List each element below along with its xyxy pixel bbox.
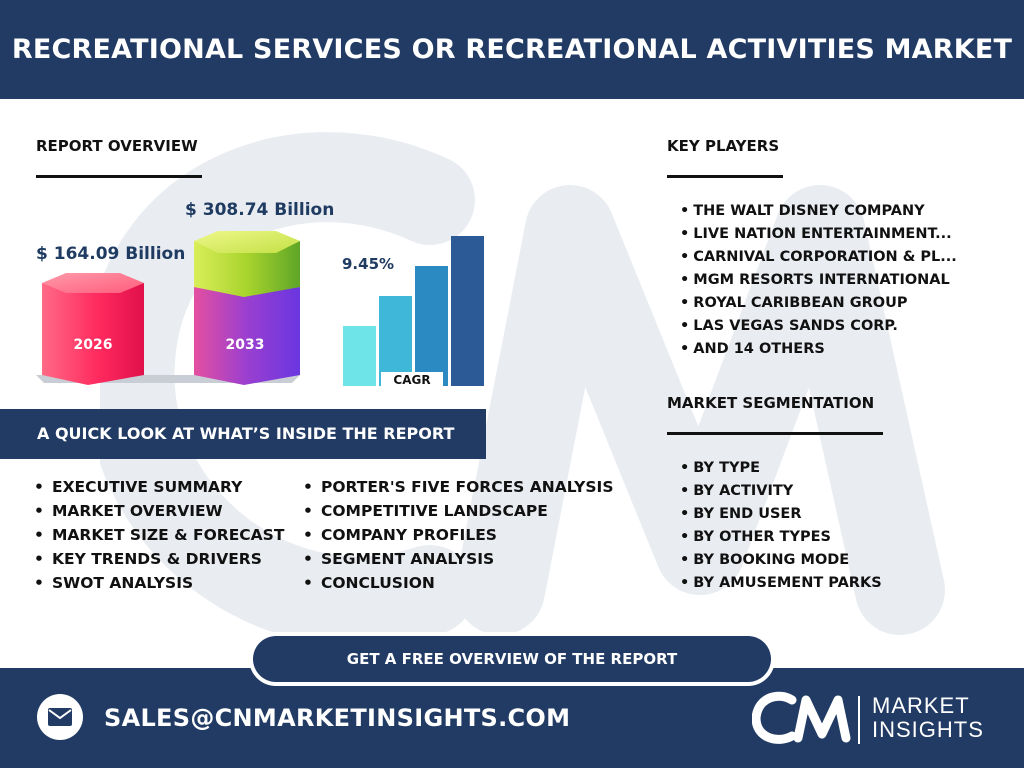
- report-overview-underline: [36, 175, 202, 178]
- list-item: • THE WALT DISNEY COMPANY: [680, 203, 925, 219]
- prism-2033-lower: [194, 287, 300, 385]
- market-segmentation-title: MARKET SEGMENTATION: [667, 394, 875, 412]
- mail-button[interactable]: [37, 694, 83, 740]
- list-item: KEY TRENDS & DRIVERS: [34, 547, 284, 571]
- value-2026-label: $ 164.09 Billion: [36, 244, 186, 264]
- free-overview-button[interactable]: GET A FREE OVERVIEW OF THE REPORT: [249, 632, 775, 686]
- header-banner: RECREATIONAL SERVICES OR RECREATIONAL AC…: [0, 0, 1024, 99]
- cagr-bar-4: [451, 236, 484, 386]
- cagr-label: CAGR: [381, 372, 443, 388]
- free-overview-button-label: GET A FREE OVERVIEW OF THE REPORT: [253, 636, 771, 682]
- list-item: EXECUTIVE SUMMARY: [34, 475, 284, 499]
- prism-2026-body: [42, 283, 144, 385]
- list-item: • ROYAL CARIBBEAN GROUP: [680, 295, 908, 311]
- cagr-value: 9.45%: [342, 255, 395, 273]
- list-item: PORTER'S FIVE FORCES ANALYSIS: [303, 475, 613, 499]
- prism-2026-top: [42, 273, 144, 293]
- email-link[interactable]: SALES@CNMARKETINSIGHTS.COM: [104, 704, 571, 732]
- cagr-bar-2: [379, 296, 412, 386]
- list-item: • BY ACTIVITY: [680, 483, 794, 499]
- list-item: • CARNIVAL CORPORATION & PL...: [680, 249, 957, 265]
- cagr-bars: [343, 236, 484, 386]
- prism-2033-upper: [194, 241, 300, 297]
- list-item: • MGM RESORTS INTERNATIONAL: [680, 272, 950, 288]
- value-2033-label: $ 308.74 Billion: [185, 200, 335, 220]
- quick-look-banner: A QUICK LOOK AT WHAT’S INSIDE THE REPORT: [0, 409, 486, 459]
- key-players-title: KEY PLAYERS: [667, 137, 780, 155]
- list-item: • BY TYPE: [680, 460, 761, 476]
- year-2033-text: 2033: [226, 337, 265, 353]
- list-item: SWOT ANALYSIS: [34, 571, 284, 595]
- list-item: • LIVE NATION ENTERTAINMENT...: [680, 226, 952, 242]
- cagr-bar-3: [415, 266, 448, 386]
- quick-look-right-list: PORTER'S FIVE FORCES ANALYSIS COMPETITIV…: [303, 475, 613, 595]
- list-item: MARKET OVERVIEW: [34, 499, 284, 523]
- market-segmentation-underline: [667, 432, 883, 435]
- list-item: CONCLUSION: [303, 571, 613, 595]
- list-item: • BY AMUSEMENT PARKS: [680, 575, 882, 591]
- cn-logo-icon: [752, 691, 851, 744]
- cagr-bar-1: [343, 326, 376, 386]
- hexagon-prisms: 2026 2033: [36, 231, 300, 385]
- list-item: • BY BOOKING MODE: [680, 552, 850, 568]
- list-item: MARKET SIZE & FORECAST: [34, 523, 284, 547]
- quick-look-left-list: EXECUTIVE SUMMARY MARKET OVERVIEW MARKET…: [34, 475, 284, 595]
- mail-icon: [48, 708, 72, 726]
- report-overview-title: REPORT OVERVIEW: [36, 137, 198, 155]
- key-players-underline: [667, 175, 783, 178]
- list-item: • BY OTHER TYPES: [680, 529, 831, 545]
- key-players-list: • THE WALT DISNEY COMPANY • LIVE NATION EN…: [680, 200, 957, 361]
- list-item: • AND 14 OTHERS: [680, 341, 825, 357]
- prism-2033-top: [194, 231, 300, 253]
- logo-text: MARKET INSIGHTS: [872, 693, 984, 742]
- page-title: RECREATIONAL SERVICES OR RECREATIONAL AC…: [11, 33, 1013, 65]
- list-item: SEGMENT ANALYSIS: [303, 547, 613, 571]
- logo-divider: [858, 696, 860, 744]
- year-2026-text: 2026: [74, 337, 113, 353]
- list-item: • LAS VEGAS SANDS CORP.: [680, 318, 898, 334]
- market-segmentation-list: • BY TYPE • BY ACTIVITY • BY END USER • BY O…: [680, 457, 882, 595]
- list-item: • BY END USER: [680, 506, 802, 522]
- list-item: COMPETITIVE LANDSCAPE: [303, 499, 613, 523]
- list-item: COMPANY PROFILES: [303, 523, 613, 547]
